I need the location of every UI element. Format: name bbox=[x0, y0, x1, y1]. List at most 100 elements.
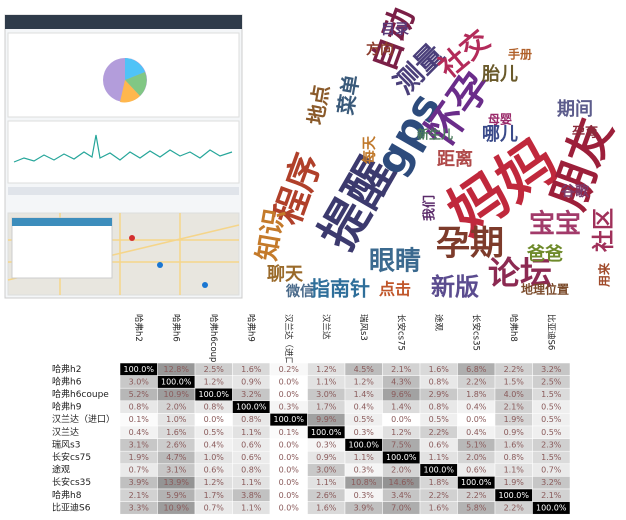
cell-label: 0.1% bbox=[129, 415, 150, 424]
word: 哪儿 bbox=[482, 124, 518, 145]
word: 谷歌 bbox=[561, 183, 590, 200]
cell-label: 0.0% bbox=[466, 415, 487, 424]
cell-label: 5.2% bbox=[129, 390, 150, 399]
cell-label: 3.2% bbox=[541, 365, 562, 374]
dashboard-header bbox=[5, 15, 242, 29]
cell-label: 2.5% bbox=[204, 365, 225, 374]
cell-label: 10.8% bbox=[351, 478, 377, 487]
cell-label: 1.1% bbox=[241, 503, 262, 512]
cell-label: 6.8% bbox=[466, 365, 487, 374]
cell-label: 7.5% bbox=[391, 440, 412, 449]
column-header: 长安cs35 bbox=[470, 314, 481, 351]
cell-label: 100.0% bbox=[386, 453, 417, 462]
column-header: 长安cs75 bbox=[395, 314, 406, 351]
cell-label: 100.0% bbox=[161, 377, 192, 386]
cell-label: 5.1% bbox=[466, 440, 487, 449]
cell-label: 1.1% bbox=[316, 377, 337, 386]
cell-label: 0.0% bbox=[279, 440, 300, 449]
cell-label: 2.3% bbox=[541, 440, 562, 449]
map-marker bbox=[202, 282, 208, 288]
cell-label: 2.6% bbox=[166, 440, 187, 449]
cell-label: 0.8% bbox=[241, 466, 262, 475]
column-header: 哈弗h6 bbox=[170, 314, 181, 342]
column-header: 比亚迪S6 bbox=[545, 314, 556, 350]
cell-label: 1.2% bbox=[204, 377, 225, 386]
cell-label: 0.5% bbox=[541, 403, 562, 412]
cell-label: 0.4% bbox=[354, 403, 375, 412]
cell-label: 1.1% bbox=[429, 453, 450, 462]
cell-label: 2.2% bbox=[504, 365, 525, 374]
word: 宝宝 bbox=[529, 209, 581, 240]
row-header: 瑞风s3 bbox=[52, 438, 80, 450]
word: 地点 bbox=[303, 83, 334, 127]
cell-label: 1.1% bbox=[316, 478, 337, 487]
cell-label: 100.0% bbox=[536, 503, 567, 512]
word: 新生儿 bbox=[417, 127, 453, 142]
cell-label: 0.9% bbox=[504, 428, 525, 437]
pie-wedge bbox=[125, 58, 145, 80]
row-header: 汉兰达（进口） bbox=[52, 413, 115, 425]
word: 孕育 bbox=[572, 125, 598, 141]
word: 地理位置 bbox=[521, 282, 569, 297]
cell-label: 13.9% bbox=[164, 478, 190, 487]
popup-header bbox=[12, 218, 112, 226]
cell-label: 0.0% bbox=[391, 415, 412, 424]
cell-label: 1.0% bbox=[204, 453, 225, 462]
cell-label: 2.0% bbox=[466, 453, 487, 462]
cell-label: 0.4% bbox=[466, 428, 487, 437]
cell-label: 1.2% bbox=[316, 365, 337, 374]
cell-label: 0.0% bbox=[204, 415, 225, 424]
column-header: 途观 bbox=[433, 314, 444, 332]
cell-label: 1.7% bbox=[316, 403, 337, 412]
cell-label: 0.3% bbox=[316, 440, 337, 449]
cell-label: 0.5% bbox=[429, 415, 450, 424]
cell-label: 2.1% bbox=[541, 491, 562, 500]
row-header: 比亚迪S6 bbox=[52, 501, 91, 513]
word: 点击 bbox=[379, 280, 411, 299]
cell-label: 4.0% bbox=[504, 390, 525, 399]
cell-label: 0.0% bbox=[279, 377, 300, 386]
cell-label: 0.3% bbox=[354, 491, 375, 500]
cell-label: 3.0% bbox=[129, 377, 150, 386]
line-panel bbox=[7, 120, 240, 184]
cell-label: 0.0% bbox=[279, 503, 300, 512]
cell-label: 2.1% bbox=[391, 365, 412, 374]
cell-label: 12.8% bbox=[164, 365, 190, 374]
cell-label: 100.0% bbox=[348, 440, 379, 449]
cell-label: 1.5% bbox=[541, 453, 562, 462]
cell-label: 0.8% bbox=[429, 377, 450, 386]
cell-label: 3.3% bbox=[129, 503, 150, 512]
cell-label: 2.1% bbox=[504, 403, 525, 412]
cell-label: 0.4% bbox=[466, 403, 487, 412]
cell-label: 7.0% bbox=[391, 503, 412, 512]
word: 母婴 bbox=[488, 113, 512, 127]
cell-label: 1.2% bbox=[204, 478, 225, 487]
word: 菜单 bbox=[333, 73, 364, 118]
cell-label: 1.4% bbox=[391, 403, 412, 412]
cell-label: 0.7% bbox=[129, 466, 150, 475]
cell-label: 0.8% bbox=[241, 415, 262, 424]
cell-label: 0.8% bbox=[204, 403, 225, 412]
cell-label: 5.8% bbox=[466, 503, 487, 512]
word: 每天 bbox=[361, 135, 378, 164]
cell-label: 1.4% bbox=[354, 390, 375, 399]
cell-label: 2.1% bbox=[129, 491, 150, 500]
cell-label: 1.5% bbox=[541, 390, 562, 399]
cell-label: 2.6% bbox=[316, 491, 337, 500]
cell-label: 5.9% bbox=[166, 491, 187, 500]
cell-label: 0.9% bbox=[316, 453, 337, 462]
cell-label: 4.3% bbox=[391, 377, 412, 386]
cell-label: 100.0% bbox=[461, 478, 492, 487]
cell-label: 2.0% bbox=[391, 466, 412, 475]
cell-label: 1.1% bbox=[504, 466, 525, 475]
pie-wedge bbox=[120, 80, 140, 103]
cell-label: 0.3% bbox=[279, 403, 300, 412]
heat-cell bbox=[532, 501, 571, 515]
cell-label: 3.2% bbox=[541, 478, 562, 487]
column-header: 汉兰达 bbox=[320, 314, 331, 340]
cell-label: 1.5% bbox=[504, 377, 525, 386]
cell-label: 1.9% bbox=[504, 478, 525, 487]
row-header: 哈弗h6 bbox=[52, 375, 82, 387]
